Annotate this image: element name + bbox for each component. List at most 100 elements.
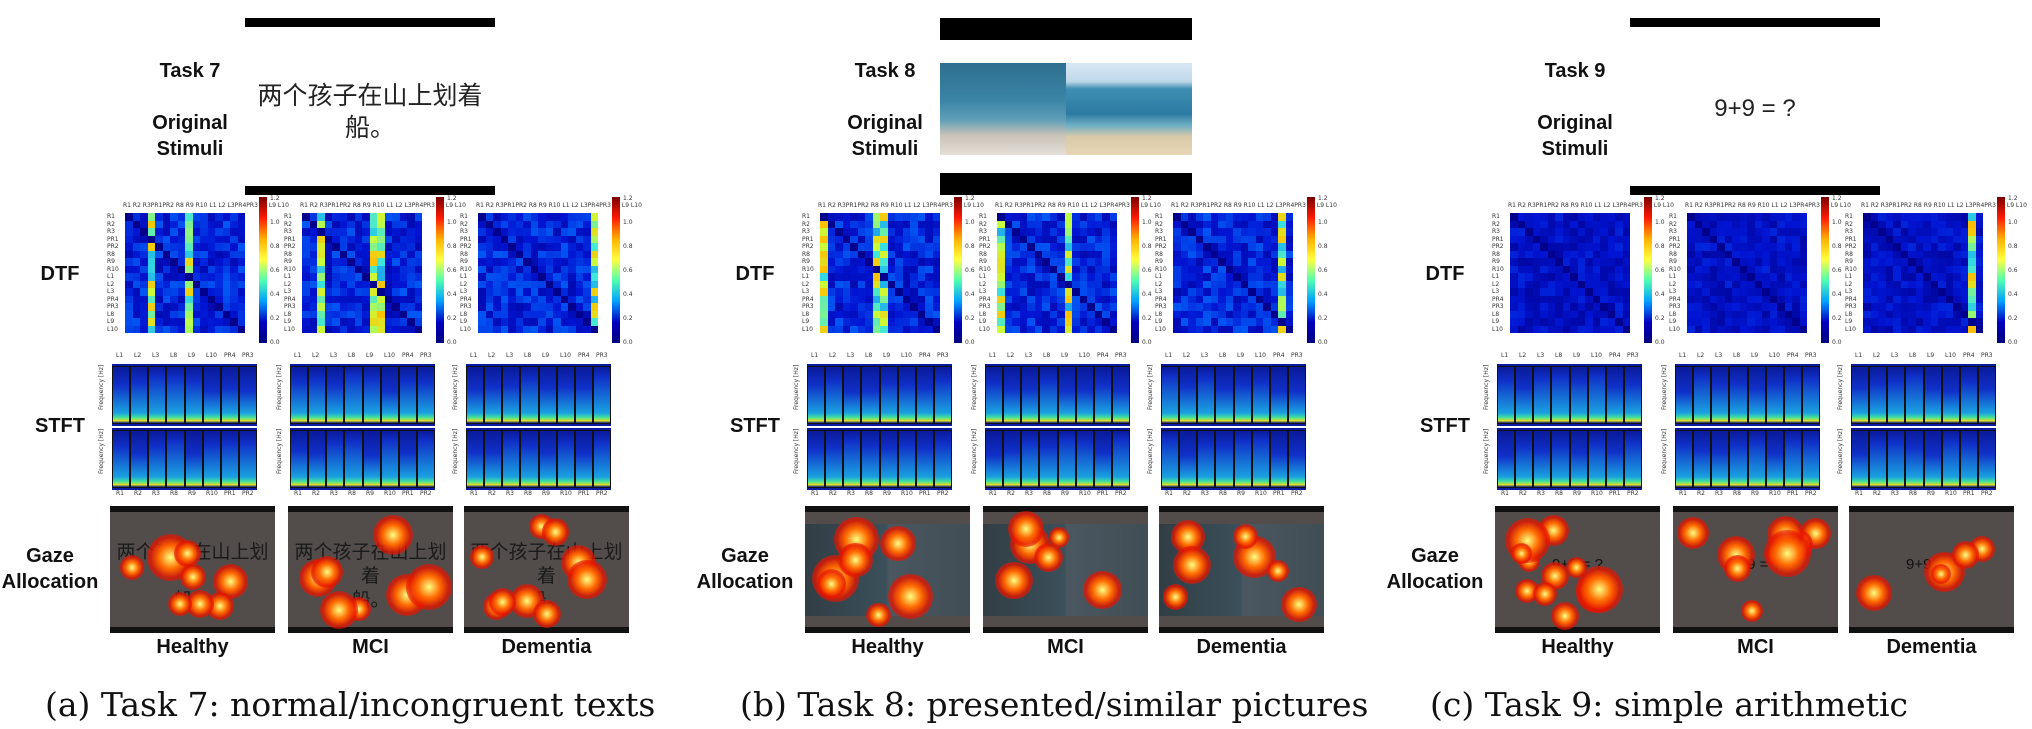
stft-bottom-tick: PR1 (1963, 490, 1975, 497)
stft-channel (985, 430, 1004, 488)
stft-top-tick: L8 (170, 352, 178, 359)
dtf-cell (1027, 325, 1035, 334)
dtf-cell (553, 280, 561, 289)
stft-channel (1605, 366, 1624, 424)
dtf-cell (1057, 265, 1065, 274)
dtf-cell (880, 273, 888, 281)
dtf-cell (910, 213, 918, 221)
dtf-cell (997, 295, 1005, 304)
stft-channel (148, 366, 167, 424)
dtf-cell (1012, 213, 1020, 221)
dtf-left-tick: PR4 (1669, 295, 1681, 303)
dtf-cell (237, 220, 246, 229)
dtf-cell (485, 235, 494, 244)
dtf-left-tick: L10 (979, 325, 990, 333)
dtf-cell (399, 235, 408, 244)
stft-channel (861, 430, 880, 488)
dtf-cell (392, 213, 400, 221)
stft-channel (1605, 430, 1624, 488)
dtf-cell (887, 295, 896, 304)
stft-bottom-tick: R9 (1927, 490, 1935, 497)
stft-bottom-tick: R8 (1909, 490, 1917, 497)
colorbar-tick: 0.4 (623, 291, 633, 298)
dtf-cell (354, 250, 363, 259)
colorbar-tick: 0.4 (1318, 291, 1328, 298)
dtf-cell (147, 273, 156, 281)
dtf-cell (872, 220, 881, 229)
dtf-cell (414, 265, 423, 274)
dtf-cell (1079, 310, 1088, 319)
dtf-cell (302, 325, 310, 334)
dtf-cell (192, 228, 201, 236)
stft-channel (1765, 366, 1784, 424)
dtf-cell (1109, 213, 1118, 221)
dtf-cell (1064, 265, 1073, 274)
dtf-cell (1004, 288, 1013, 296)
stft-channel (1161, 366, 1180, 424)
dtf-cell (407, 273, 415, 281)
stft-ylabel: Frequency [Hz] (793, 364, 800, 410)
dtf-cell (508, 220, 516, 229)
dtf-cell (347, 243, 355, 251)
stft-channel (380, 366, 399, 424)
stft-row-2 (1497, 428, 1642, 490)
dtf-cell (222, 213, 231, 221)
stft-channel (1851, 366, 1870, 424)
colorbar-tick: 0.6 (965, 267, 975, 274)
stft-channel (1497, 366, 1516, 424)
dtf-cell (332, 250, 340, 259)
dtf-cell (222, 325, 231, 334)
dtf-cell (125, 235, 133, 244)
dtf-cell (560, 303, 569, 311)
dtf-cell (215, 235, 223, 244)
colorbar-tick: 1.2 (2008, 195, 2018, 202)
dtf-cell (1064, 250, 1073, 259)
dtf-cell (478, 325, 486, 334)
dtf-cell (478, 295, 486, 304)
dtf-cell (545, 288, 554, 296)
stft-bottom-tick: R8 (1043, 490, 1051, 497)
stft-top-tick: L9 (1751, 352, 1759, 359)
stft-channel (985, 366, 1004, 424)
dtf-cell (545, 243, 554, 251)
dtf-cell (170, 265, 178, 274)
dtf-cell (369, 250, 378, 259)
task-label: Task 8 (854, 60, 916, 82)
stft-channel (1587, 366, 1606, 424)
stft-channel (915, 430, 934, 488)
dtf-cell (354, 288, 363, 296)
dtf-cell (523, 273, 531, 281)
dtf-cell (1094, 303, 1103, 311)
dtf-cell (414, 280, 423, 289)
dtf-cell (493, 228, 501, 236)
dtf-cell (478, 280, 486, 289)
dtf-cell (835, 213, 843, 221)
dtf-cell (384, 220, 393, 229)
stft-channel (879, 430, 898, 488)
dtf-cell (317, 273, 325, 281)
dtf-cell (377, 310, 385, 319)
dtf-cell (997, 310, 1005, 319)
dtf-left-tick: PR3 (1492, 303, 1504, 310)
dtf-cell (324, 213, 333, 221)
dtf-cell (384, 288, 393, 296)
dtf-cell (170, 258, 178, 266)
dtf-cell (1012, 235, 1020, 244)
dtf-left-tick: L1 (1155, 273, 1163, 280)
dtf-cell (997, 220, 1005, 229)
dtf-cell (932, 258, 941, 266)
dtf-cell (132, 265, 141, 274)
gaze-hotspot (1162, 584, 1189, 610)
dtf-cell (177, 303, 186, 311)
dtf-cell (493, 243, 501, 251)
dtf-cell (500, 250, 509, 259)
dtf-cell (332, 288, 340, 296)
dtf-cell (140, 265, 148, 274)
dtf-cell (568, 235, 576, 244)
dtf-cell (162, 220, 171, 229)
dtf-cell (347, 213, 355, 221)
dtf-cell (590, 318, 599, 326)
dtf-cell (880, 265, 888, 274)
dtf-cell (1049, 310, 1058, 319)
dtf-cell (997, 273, 1005, 281)
